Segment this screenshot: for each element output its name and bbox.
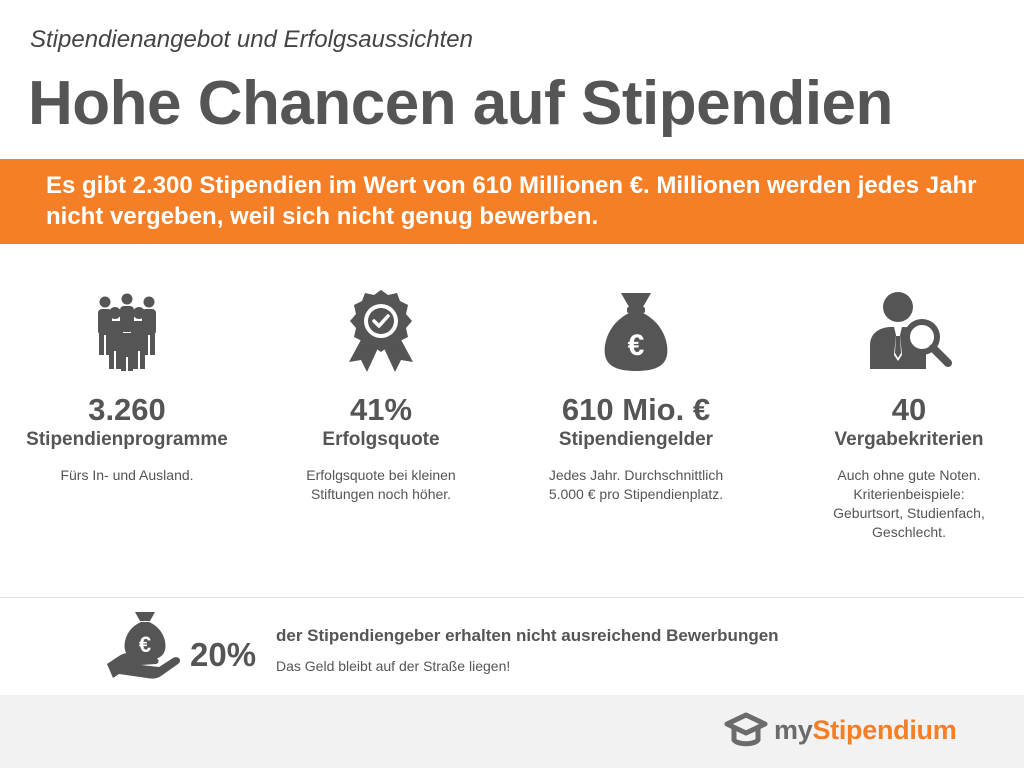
stat-label: Erfolgsquote: [322, 429, 440, 450]
page-subtitle: Stipendienangebot und Erfolgsaussichten: [30, 26, 473, 53]
stat-success-rate: 41% Erfolgsquote Erfolgsquote bei kleine…: [256, 286, 506, 504]
bottom-description: Das Geld bleibt auf der Straße liegen!: [276, 658, 511, 674]
person-magnifier-icon: [784, 286, 1024, 376]
stat-label: Stipendienprogramme: [26, 429, 228, 450]
logo-text: myStipendium: [774, 714, 957, 746]
stat-description: Auch ohne gute Noten. Kriterienbeispiele…: [833, 467, 985, 540]
bottom-value: 20%: [190, 636, 257, 673]
stat-value: 3.260: [88, 392, 166, 427]
footer: [0, 695, 1024, 768]
stat-value: 40: [891, 392, 927, 427]
money-bag-euro-icon: €: [511, 286, 761, 376]
stat-label: Vergabekriterien: [834, 429, 984, 450]
logo-text-stipendium: Stipendium: [812, 714, 957, 745]
banner-text: Es gibt 2.300 Stipendien im Wert von 610…: [46, 172, 977, 230]
stat-money: € 610 Mio. € Stipendiengelder Jedes Jahr…: [511, 286, 761, 504]
award-badge-icon: [256, 286, 506, 376]
divider: [0, 597, 1024, 598]
svg-text:€: €: [139, 632, 151, 657]
hand-money-bag-icon: €: [105, 612, 183, 685]
stat-value: 610 Mio. €: [561, 392, 711, 427]
stat-criteria: 40 Vergabekriterien Auch ohne gute Noten…: [784, 286, 1024, 542]
stat-description: Fürs In- und Ausland.: [60, 467, 194, 483]
stat-description: Erfolgsquote bei kleinen Stiftungen noch…: [306, 467, 456, 502]
banner: Es gibt 2.300 Stipendien im Wert von 610…: [0, 159, 1024, 244]
logo-text-my: my: [774, 714, 813, 745]
graduation-cap-icon: [724, 712, 768, 747]
svg-text:€: €: [628, 329, 645, 362]
page-title: Hohe Chancen auf Stipendien: [28, 69, 893, 138]
logo: myStipendium: [724, 712, 957, 748]
stat-value: 41%: [349, 392, 413, 427]
stat-programmes: 3.260 Stipendienprogramme Fürs In- und A…: [2, 286, 252, 485]
people-group-icon: [2, 286, 252, 376]
stat-description: Jedes Jahr. Durchschnittlich 5.000 € pro…: [548, 467, 724, 502]
stat-label: Stipendiengelder: [558, 429, 714, 450]
bottom-headline: der Stipendiengeber erhalten nicht ausre…: [276, 626, 779, 645]
